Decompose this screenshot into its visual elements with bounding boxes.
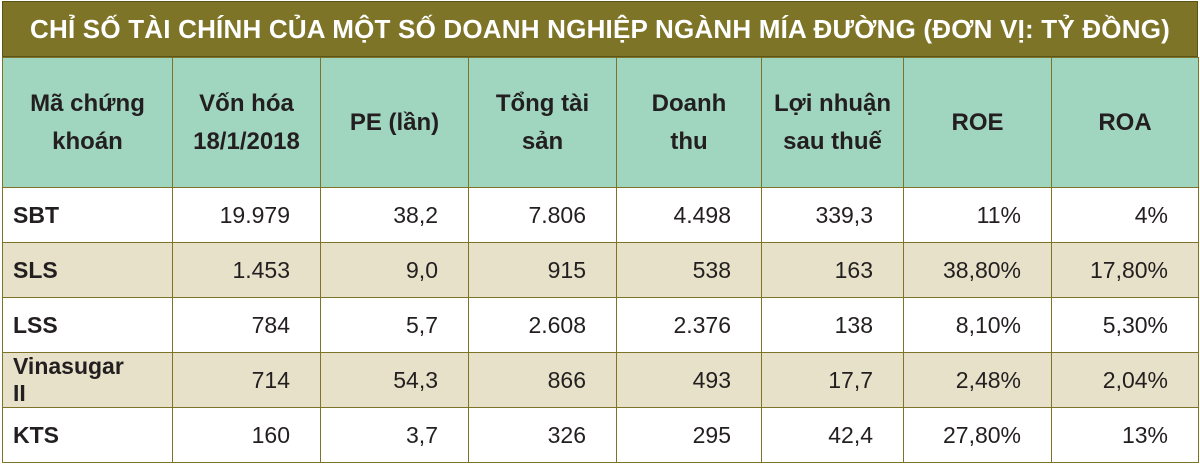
cell-market-cap: 19.979 <box>172 187 321 243</box>
cell-code: SBT <box>2 187 173 243</box>
cell-revenue: 493 <box>616 352 762 408</box>
header-pe: PE (lần) <box>320 57 469 188</box>
cell-net-profit: 163 <box>761 242 904 298</box>
header-revenue: Doanh thu <box>616 57 762 188</box>
cell-market-cap: 784 <box>172 297 321 353</box>
cell-roa: 17,80% <box>1051 242 1199 298</box>
header-total-assets: Tổng tài sản <box>468 57 617 188</box>
cell-revenue: 538 <box>616 242 762 298</box>
table-title: CHỈ SỐ TÀI CHÍNH CỦA MỘT SỐ DOANH NGHIỆP… <box>2 1 1198 57</box>
header-stock-code: Mã chứng khoán <box>2 57 173 188</box>
cell-total-assets: 2.608 <box>468 297 617 353</box>
cell-code: SLS <box>2 242 173 298</box>
cell-pe: 54,3 <box>320 352 469 408</box>
cell-market-cap: 1.453 <box>172 242 321 298</box>
table-row: LSS 784 5,7 2.608 2.376 138 8,10% 5,30% <box>2 297 1199 353</box>
cell-roa: 4% <box>1051 187 1199 243</box>
cell-roe: 2,48% <box>903 352 1052 408</box>
cell-roe: 27,80% <box>903 407 1052 463</box>
financial-table: Mã chứng khoán Vốn hóa 18/1/2018 PE (lần) … <box>2 57 1199 463</box>
cell-total-assets: 866 <box>468 352 617 408</box>
cell-roa: 5,30% <box>1051 297 1199 353</box>
cell-net-profit: 42,4 <box>761 407 904 463</box>
header-row: Mã chứng khoán Vốn hóa 18/1/2018 PE (lần) … <box>2 57 1199 188</box>
cell-market-cap: 714 <box>172 352 321 408</box>
cell-total-assets: 915 <box>468 242 617 298</box>
cell-code: KTS <box>2 407 173 463</box>
cell-pe: 9,0 <box>320 242 469 298</box>
cell-roa: 13% <box>1051 407 1199 463</box>
cell-net-profit: 17,7 <box>761 352 904 408</box>
cell-revenue: 2.376 <box>616 297 762 353</box>
table-row: KTS 160 3,7 326 295 42,4 27,80% 13% <box>2 407 1199 463</box>
header-roe: ROE <box>903 57 1052 188</box>
cell-revenue: 4.498 <box>616 187 762 243</box>
cell-net-profit: 138 <box>761 297 904 353</box>
cell-code: Vinasugar II <box>2 352 173 408</box>
cell-code: LSS <box>2 297 173 353</box>
table-row: SBT 19.979 38,2 7.806 4.498 339,3 11% 4% <box>2 187 1199 243</box>
cell-roa: 2,04% <box>1051 352 1199 408</box>
cell-total-assets: 7.806 <box>468 187 617 243</box>
table-row: SLS 1.453 9,0 915 538 163 38,80% 17,80% <box>2 242 1199 298</box>
cell-pe: 38,2 <box>320 187 469 243</box>
cell-pe: 3,7 <box>320 407 469 463</box>
header-market-cap: Vốn hóa 18/1/2018 <box>172 57 321 188</box>
header-roa: ROA <box>1051 57 1199 188</box>
cell-market-cap: 160 <box>172 407 321 463</box>
cell-pe: 5,7 <box>320 297 469 353</box>
cell-total-assets: 326 <box>468 407 617 463</box>
header-net-profit: Lợi nhuận sau thuế <box>761 57 904 188</box>
cell-roe: 8,10% <box>903 297 1052 353</box>
cell-roe: 11% <box>903 187 1052 243</box>
cell-roe: 38,80% <box>903 242 1052 298</box>
table-row: Vinasugar II 714 54,3 866 493 17,7 2,48%… <box>2 352 1199 408</box>
cell-net-profit: 339,3 <box>761 187 904 243</box>
cell-revenue: 295 <box>616 407 762 463</box>
